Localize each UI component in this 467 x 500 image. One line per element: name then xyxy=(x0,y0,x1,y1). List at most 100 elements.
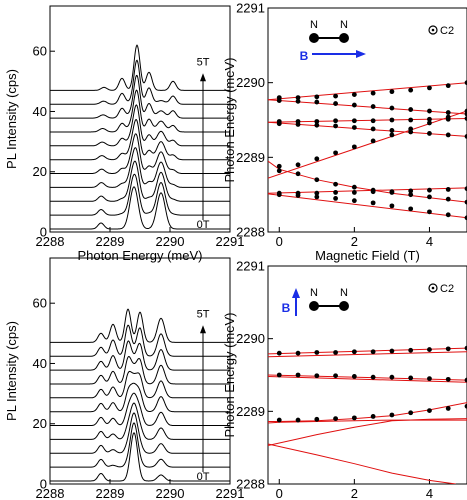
data-point xyxy=(445,376,451,382)
atom-right xyxy=(339,301,349,311)
data-point xyxy=(427,408,432,414)
fit-line xyxy=(268,121,467,137)
data-point xyxy=(408,375,414,381)
plot-frame xyxy=(49,257,231,485)
symmetry-label: C2 xyxy=(440,25,454,37)
data-point xyxy=(464,215,467,221)
data-point xyxy=(408,188,414,194)
data-point xyxy=(351,190,357,195)
atom-label-left: N xyxy=(310,287,318,299)
data-point xyxy=(464,108,467,114)
data-point xyxy=(408,107,414,112)
data-point xyxy=(427,347,432,352)
data-point xyxy=(464,377,467,383)
spectrum-line xyxy=(50,412,230,454)
data-point xyxy=(389,89,395,95)
x-tick-label: 0 xyxy=(276,486,283,500)
data-point xyxy=(464,199,467,205)
x-tick-label: 2291 xyxy=(216,234,245,249)
data-point xyxy=(351,144,357,150)
data-point xyxy=(389,412,395,418)
data-point xyxy=(314,177,320,183)
data-point xyxy=(427,194,432,200)
fit-line xyxy=(268,443,456,484)
data-point xyxy=(464,186,467,192)
data-point xyxy=(370,104,376,109)
data-point xyxy=(445,110,451,115)
y-tick-label: 2291 xyxy=(236,259,265,274)
data-point xyxy=(389,128,395,133)
data-point xyxy=(314,416,320,422)
arrow-start-label: 0T xyxy=(197,219,210,231)
y-axis-label: PL Intensity (cps) xyxy=(4,69,19,169)
data-point xyxy=(464,345,467,351)
fit-line xyxy=(268,110,467,179)
fit-line xyxy=(268,347,467,355)
symmetry-axis-dot xyxy=(431,28,435,32)
data-point xyxy=(333,150,338,156)
data-point xyxy=(427,120,432,126)
data-point xyxy=(351,415,357,421)
data-point xyxy=(427,131,432,136)
data-point xyxy=(295,350,301,356)
data-point xyxy=(370,374,376,380)
data-point xyxy=(295,122,301,127)
x-tick-label: 2290 xyxy=(156,486,185,500)
plot-frame xyxy=(49,5,231,233)
plot-frame xyxy=(267,7,467,233)
data-point xyxy=(389,117,395,123)
x-tick-label: 2288 xyxy=(36,486,65,500)
y-tick-label: 40 xyxy=(33,356,47,371)
x-tick-label: 2289 xyxy=(96,234,125,249)
spectrum-line xyxy=(50,340,230,371)
atom-left xyxy=(309,301,319,311)
x-tick-label: 4 xyxy=(426,486,433,500)
data-point xyxy=(427,209,432,215)
field-label: B xyxy=(282,301,291,315)
y-axis-label: Photon Energy (meV) xyxy=(222,57,237,182)
spectrum-line xyxy=(50,89,230,133)
spectrum-line xyxy=(50,382,230,413)
spectrum-line xyxy=(50,432,230,482)
data-point xyxy=(295,98,301,104)
atom-right xyxy=(339,33,349,43)
data-point xyxy=(333,350,338,355)
spectrum-line xyxy=(50,44,230,91)
fit-line xyxy=(268,118,467,123)
data-point xyxy=(333,118,338,124)
atom-label-right: N xyxy=(340,287,348,299)
y-axis-label: Photon Energy (meV) xyxy=(222,312,237,437)
data-point xyxy=(370,126,376,132)
data-point xyxy=(389,132,395,138)
data-point xyxy=(389,189,395,195)
plot-area xyxy=(50,44,230,230)
atom-label-left: N xyxy=(310,19,318,31)
data-point xyxy=(408,117,414,123)
data-point xyxy=(333,93,338,99)
spectrum-line xyxy=(50,308,230,343)
spectrum-line xyxy=(50,355,230,385)
data-point xyxy=(427,376,432,382)
spectrum-line xyxy=(50,173,230,216)
spectrum-line xyxy=(50,147,230,188)
spectrum-line xyxy=(50,370,230,399)
data-point xyxy=(370,414,376,419)
data-point xyxy=(370,200,376,206)
x-axis-label: Photon Energy (meV) xyxy=(77,248,202,263)
symmetry-axis-icon xyxy=(428,25,438,35)
data-point xyxy=(370,189,376,195)
atom-left xyxy=(309,33,319,43)
top-left-panel: 2288 2289 2290 2291 0 20 40 60 Photon Energy (me… xyxy=(4,5,245,263)
spectrum-line xyxy=(50,402,230,440)
field-arrow-head xyxy=(200,325,206,334)
y-tick-label: 60 xyxy=(33,296,47,311)
data-point xyxy=(351,118,357,124)
x-tick-label: 2291 xyxy=(216,486,245,500)
y-tick-label: 2289 xyxy=(236,404,265,419)
data-point xyxy=(276,417,282,423)
data-point xyxy=(276,163,282,169)
x-tick-label: 2290 xyxy=(156,234,185,249)
data-point xyxy=(351,92,357,98)
data-point xyxy=(427,85,432,91)
